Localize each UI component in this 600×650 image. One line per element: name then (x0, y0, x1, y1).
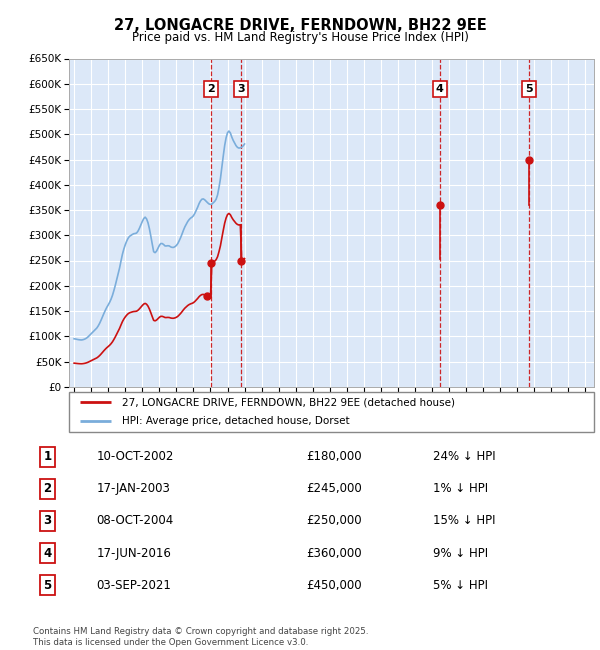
Text: 2: 2 (207, 84, 215, 94)
Text: 5% ↓ HPI: 5% ↓ HPI (433, 578, 488, 592)
Text: 2: 2 (44, 482, 52, 495)
Text: 3: 3 (237, 84, 244, 94)
Text: 1% ↓ HPI: 1% ↓ HPI (433, 482, 488, 495)
Text: 5: 5 (525, 84, 533, 94)
Text: 1: 1 (44, 450, 52, 463)
Text: £450,000: £450,000 (306, 578, 362, 592)
Text: £245,000: £245,000 (306, 482, 362, 495)
FancyBboxPatch shape (69, 392, 594, 432)
Text: 4: 4 (44, 547, 52, 560)
Text: 24% ↓ HPI: 24% ↓ HPI (433, 450, 496, 463)
Text: 10-OCT-2002: 10-OCT-2002 (96, 450, 173, 463)
Text: £360,000: £360,000 (306, 547, 362, 560)
Text: 08-OCT-2004: 08-OCT-2004 (96, 515, 173, 528)
Text: HPI: Average price, detached house, Dorset: HPI: Average price, detached house, Dors… (121, 416, 349, 426)
Text: 03-SEP-2021: 03-SEP-2021 (96, 578, 171, 592)
Text: £250,000: £250,000 (306, 515, 362, 528)
Text: £180,000: £180,000 (306, 450, 362, 463)
Text: Contains HM Land Registry data © Crown copyright and database right 2025.
This d: Contains HM Land Registry data © Crown c… (33, 627, 368, 647)
Text: 3: 3 (44, 515, 52, 528)
Text: 17-JAN-2003: 17-JAN-2003 (96, 482, 170, 495)
Text: 4: 4 (436, 84, 444, 94)
Text: 15% ↓ HPI: 15% ↓ HPI (433, 515, 496, 528)
Text: 27, LONGACRE DRIVE, FERNDOWN, BH22 9EE: 27, LONGACRE DRIVE, FERNDOWN, BH22 9EE (113, 18, 487, 33)
Text: 17-JUN-2016: 17-JUN-2016 (96, 547, 171, 560)
Text: 27, LONGACRE DRIVE, FERNDOWN, BH22 9EE (detached house): 27, LONGACRE DRIVE, FERNDOWN, BH22 9EE (… (121, 397, 455, 407)
Text: 9% ↓ HPI: 9% ↓ HPI (433, 547, 488, 560)
Text: Price paid vs. HM Land Registry's House Price Index (HPI): Price paid vs. HM Land Registry's House … (131, 31, 469, 44)
Text: 5: 5 (44, 578, 52, 592)
